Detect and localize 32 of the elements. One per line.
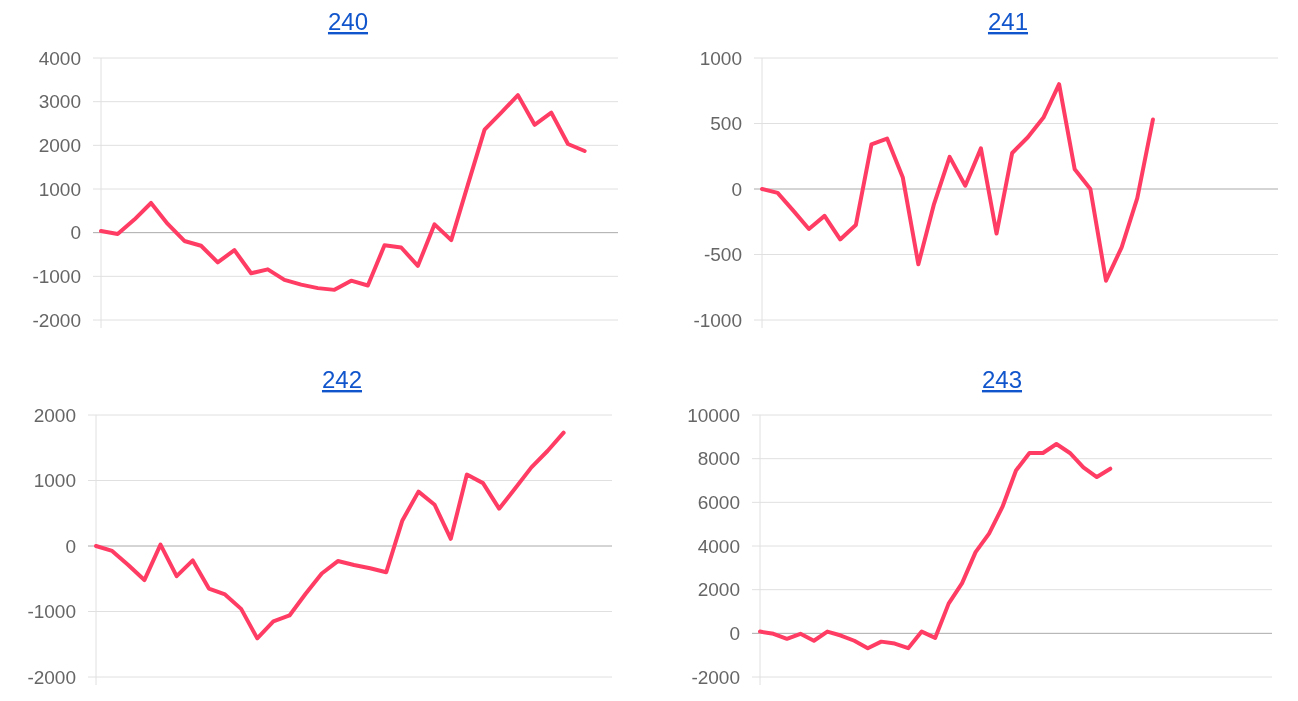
line-series — [99, 93, 587, 292]
y-tick-label: 10000 — [687, 404, 740, 426]
y-tick-label: 2000 — [33, 404, 76, 426]
y-tick-label: 2000 — [697, 579, 740, 601]
chart-title: 243 — [981, 366, 1023, 393]
chart-title: 242 — [321, 366, 363, 393]
y-tick-label: -2000 — [32, 309, 81, 331]
y-tick-label: -2000 — [27, 666, 76, 688]
y-tick-label: 4000 — [697, 535, 740, 557]
y-tick-label: 0 — [65, 535, 76, 557]
y-tick-label: 1000 — [699, 47, 742, 69]
y-tick-label: 1000 — [33, 470, 76, 492]
y-tick-label: 3000 — [38, 91, 81, 113]
y-tick-label: 6000 — [697, 491, 740, 513]
y-tick-label: 1000 — [38, 178, 81, 200]
y-tick-label: 8000 — [697, 448, 740, 470]
y-tick-label: 4000 — [38, 47, 81, 69]
y-tick-label: -500 — [703, 244, 742, 266]
line-series — [760, 82, 1155, 283]
y-tick-label: -1000 — [693, 309, 742, 331]
chart-title: 240 — [327, 8, 369, 35]
y-tick-label: -1000 — [32, 265, 81, 287]
y-tick-label: 0 — [70, 222, 81, 244]
y-tick-label: 2000 — [38, 134, 81, 156]
line-series — [758, 442, 1113, 651]
y-tick-label: -1000 — [27, 601, 76, 623]
y-tick-label: 500 — [710, 113, 742, 135]
chart-title: 241 — [987, 8, 1029, 35]
line-series — [94, 430, 566, 641]
y-tick-label: -2000 — [691, 666, 740, 688]
y-tick-label: 0 — [731, 178, 742, 200]
y-tick-label: 0 — [729, 622, 740, 644]
